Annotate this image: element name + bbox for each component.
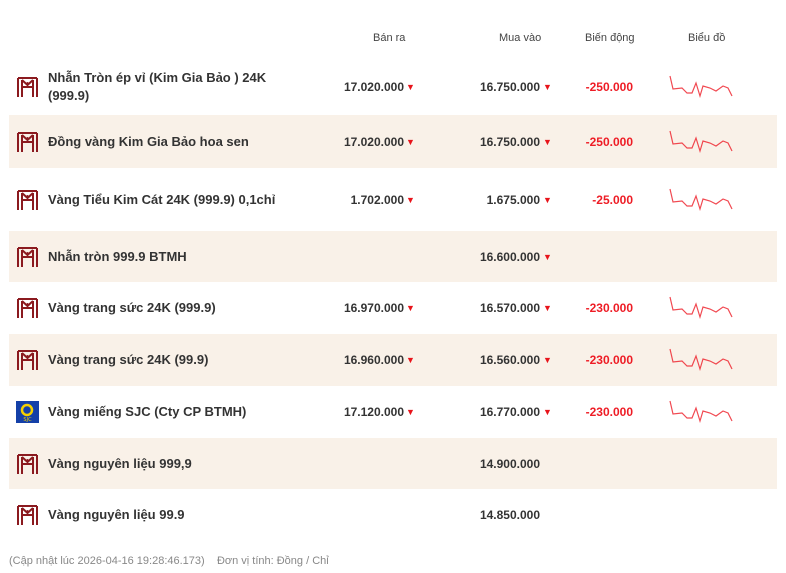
btmh-logo: [16, 349, 39, 371]
product-name: Vàng trang sức 24K (999.9): [48, 300, 216, 315]
buy-price: 16.560.000: [479, 353, 540, 367]
sparkline-chart[interactable]: [668, 129, 748, 153]
product-name: Nhẫn tròn 999.9 BTMH: [48, 248, 187, 264]
down-arrow-icon: ▼: [543, 81, 552, 92]
product-name: Đồng vàng Kim Gia Bảo hoa sen: [48, 133, 249, 149]
down-arrow-icon: ▼: [543, 407, 552, 417]
svg-text:SJC: SJC: [23, 417, 32, 423]
sell-price: 17.120.000: [343, 405, 404, 419]
sell-price: 17.020.000: [343, 79, 404, 94]
buy-price: 16.600.000: [479, 249, 540, 264]
sparkline-chart[interactable]: [668, 295, 748, 319]
footer: (Cập nhật lúc 2026-04-16 19:28:46.173) Đ…: [9, 555, 329, 567]
price-change: -25.000: [592, 192, 633, 207]
price-change: -250.000: [585, 79, 633, 94]
down-arrow-icon: ▼: [406, 407, 415, 417]
btmh-logo: [16, 246, 39, 268]
table-row[interactable]: Vàng trang sức 24K (999.9) 16.970.000 ▼ 16.…: [9, 282, 777, 334]
sell-price: 17.020.000: [343, 134, 404, 149]
product-name: Vàng nguyên liệu 99.9: [48, 506, 185, 522]
sell-price: 16.970.000: [343, 301, 404, 315]
buy-price: 16.750.000: [479, 79, 540, 94]
sparkline-chart[interactable]: [668, 187, 748, 211]
down-arrow-icon: ▼: [406, 136, 415, 147]
sjc-logo: SJC: [16, 401, 39, 423]
sparkline-line: [669, 75, 733, 98]
header-chart: Biểu đồ: [688, 32, 726, 44]
header-buy: Mua vào: [499, 32, 542, 44]
btmh-logo: [16, 504, 39, 526]
price-change: -230.000: [585, 301, 633, 315]
down-arrow-icon: ▼: [543, 194, 552, 205]
down-arrow-icon: ▼: [406, 303, 415, 313]
table-row[interactable]: Vàng Tiểu Kim Cát 24K (999.9) 0,1chỉ 1.70…: [9, 168, 777, 231]
sparkline-line: [669, 400, 733, 423]
sparkline-chart[interactable]: [668, 399, 748, 423]
table-row[interactable]: Nhẫn tròn 999.9 BTMH 16.600.000 ▼: [9, 231, 777, 282]
buy-price: 16.570.000: [479, 301, 540, 315]
product-name: Nhẫn Tròn ép vỉ (Kim Gia Bảo ) 24K (999.…: [48, 69, 267, 103]
down-arrow-icon: ▼: [543, 355, 552, 365]
table-row[interactable]: Nhẫn Tròn ép vỉ (Kim Gia Bảo ) 24K (999.…: [9, 58, 777, 115]
buy-price: 1.675.000: [486, 192, 540, 207]
price-change: -230.000: [585, 353, 633, 367]
btmh-logo: [16, 297, 39, 319]
buy-price: 16.770.000: [479, 405, 540, 419]
sparkline-chart[interactable]: [668, 74, 748, 98]
sparkline-line: [669, 296, 733, 319]
product-name: Vàng miếng SJC (Cty CP BTMH): [48, 404, 247, 419]
table-row[interactable]: Vàng nguyên liệu 999,9 14.900.000: [9, 438, 777, 489]
unit-label: Đơn vị tính: Đồng / Chỉ: [216, 555, 329, 567]
sell-price: 16.960.000: [343, 353, 404, 367]
btmh-logo: [16, 131, 39, 153]
table-row[interactable]: Vàng nguyên liệu 99.9 14.850.000: [9, 489, 777, 540]
sell-price: 1.702.000: [350, 192, 404, 207]
price-change: -250.000: [585, 134, 633, 149]
product-name: Vàng trang sức 24K (99.9): [48, 352, 209, 367]
btmh-logo: [16, 189, 39, 211]
btmh-logo: [16, 453, 39, 475]
price-change: -230.000: [585, 405, 633, 419]
sparkline-chart[interactable]: [668, 347, 748, 371]
btmh-logo: [16, 76, 39, 98]
buy-price: 14.900.000: [479, 456, 540, 471]
sparkline-line: [669, 348, 733, 371]
header-change: Biến động: [585, 32, 635, 44]
table-row[interactable]: Đồng vàng Kim Gia Bảo hoa sen 17.020.000 ▼…: [9, 115, 777, 168]
buy-price: 16.750.000: [479, 134, 540, 149]
header-sell: Bán ra: [373, 32, 406, 44]
table-row[interactable]: SJC Vàng miếng SJC (Cty CP BTMH) 17.120.00…: [9, 386, 777, 438]
down-arrow-icon: ▼: [406, 355, 415, 365]
table-row[interactable]: Vàng trang sức 24K (99.9) 16.960.000 ▼ 16.5…: [9, 334, 777, 386]
updated-time: (Cập nhật lúc 2026-04-16 19:28:46.173): [9, 555, 205, 567]
down-arrow-icon: ▼: [543, 136, 552, 147]
product-name: Vàng Tiểu Kim Cát 24K (999.9) 0,1chỉ: [48, 191, 276, 207]
down-arrow-icon: ▼: [406, 194, 415, 205]
sparkline-line: [669, 130, 733, 153]
down-arrow-icon: ▼: [543, 303, 552, 313]
sparkline-line: [669, 188, 733, 211]
down-arrow-icon: ▼: [406, 81, 415, 92]
product-name: Vàng nguyên liệu 999,9: [48, 455, 192, 471]
down-arrow-icon: ▼: [543, 251, 552, 262]
buy-price: 14.850.000: [479, 507, 540, 522]
